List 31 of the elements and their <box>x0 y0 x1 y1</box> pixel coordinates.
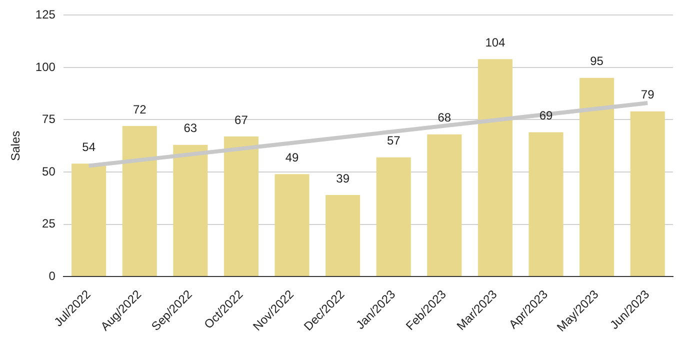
data-label: 54 <box>82 140 96 154</box>
y-tick-label: 25 <box>42 216 56 231</box>
y-tick-label: 125 <box>35 8 56 22</box>
y-axis-title: Sales <box>8 130 23 161</box>
bar <box>173 144 208 276</box>
data-label: 57 <box>386 134 401 148</box>
data-label: 104 <box>485 35 506 50</box>
data-label: 63 <box>184 121 198 136</box>
bar <box>528 132 564 276</box>
bar <box>376 157 411 276</box>
bar <box>630 111 665 276</box>
data-label: 68 <box>438 110 452 125</box>
bar <box>274 174 310 276</box>
bar <box>326 195 360 276</box>
y-tick-label: 0 <box>48 268 56 283</box>
data-label: 72 <box>132 102 147 116</box>
data-label: 39 <box>336 171 350 186</box>
data-label: 79 <box>640 88 655 102</box>
y-tick-label: 100 <box>35 60 56 74</box>
bar <box>122 126 157 276</box>
y-tick-label: 75 <box>42 112 56 126</box>
y-tick-label: 50 <box>42 164 56 178</box>
data-label: 95 <box>590 54 604 68</box>
bar <box>427 134 462 276</box>
data-label: 67 <box>234 112 248 127</box>
data-label: 49 <box>285 150 300 164</box>
bar <box>72 164 106 276</box>
bar <box>478 59 512 276</box>
data-label: 69 <box>539 108 553 123</box>
bar <box>580 78 614 276</box>
bar <box>224 136 258 276</box>
